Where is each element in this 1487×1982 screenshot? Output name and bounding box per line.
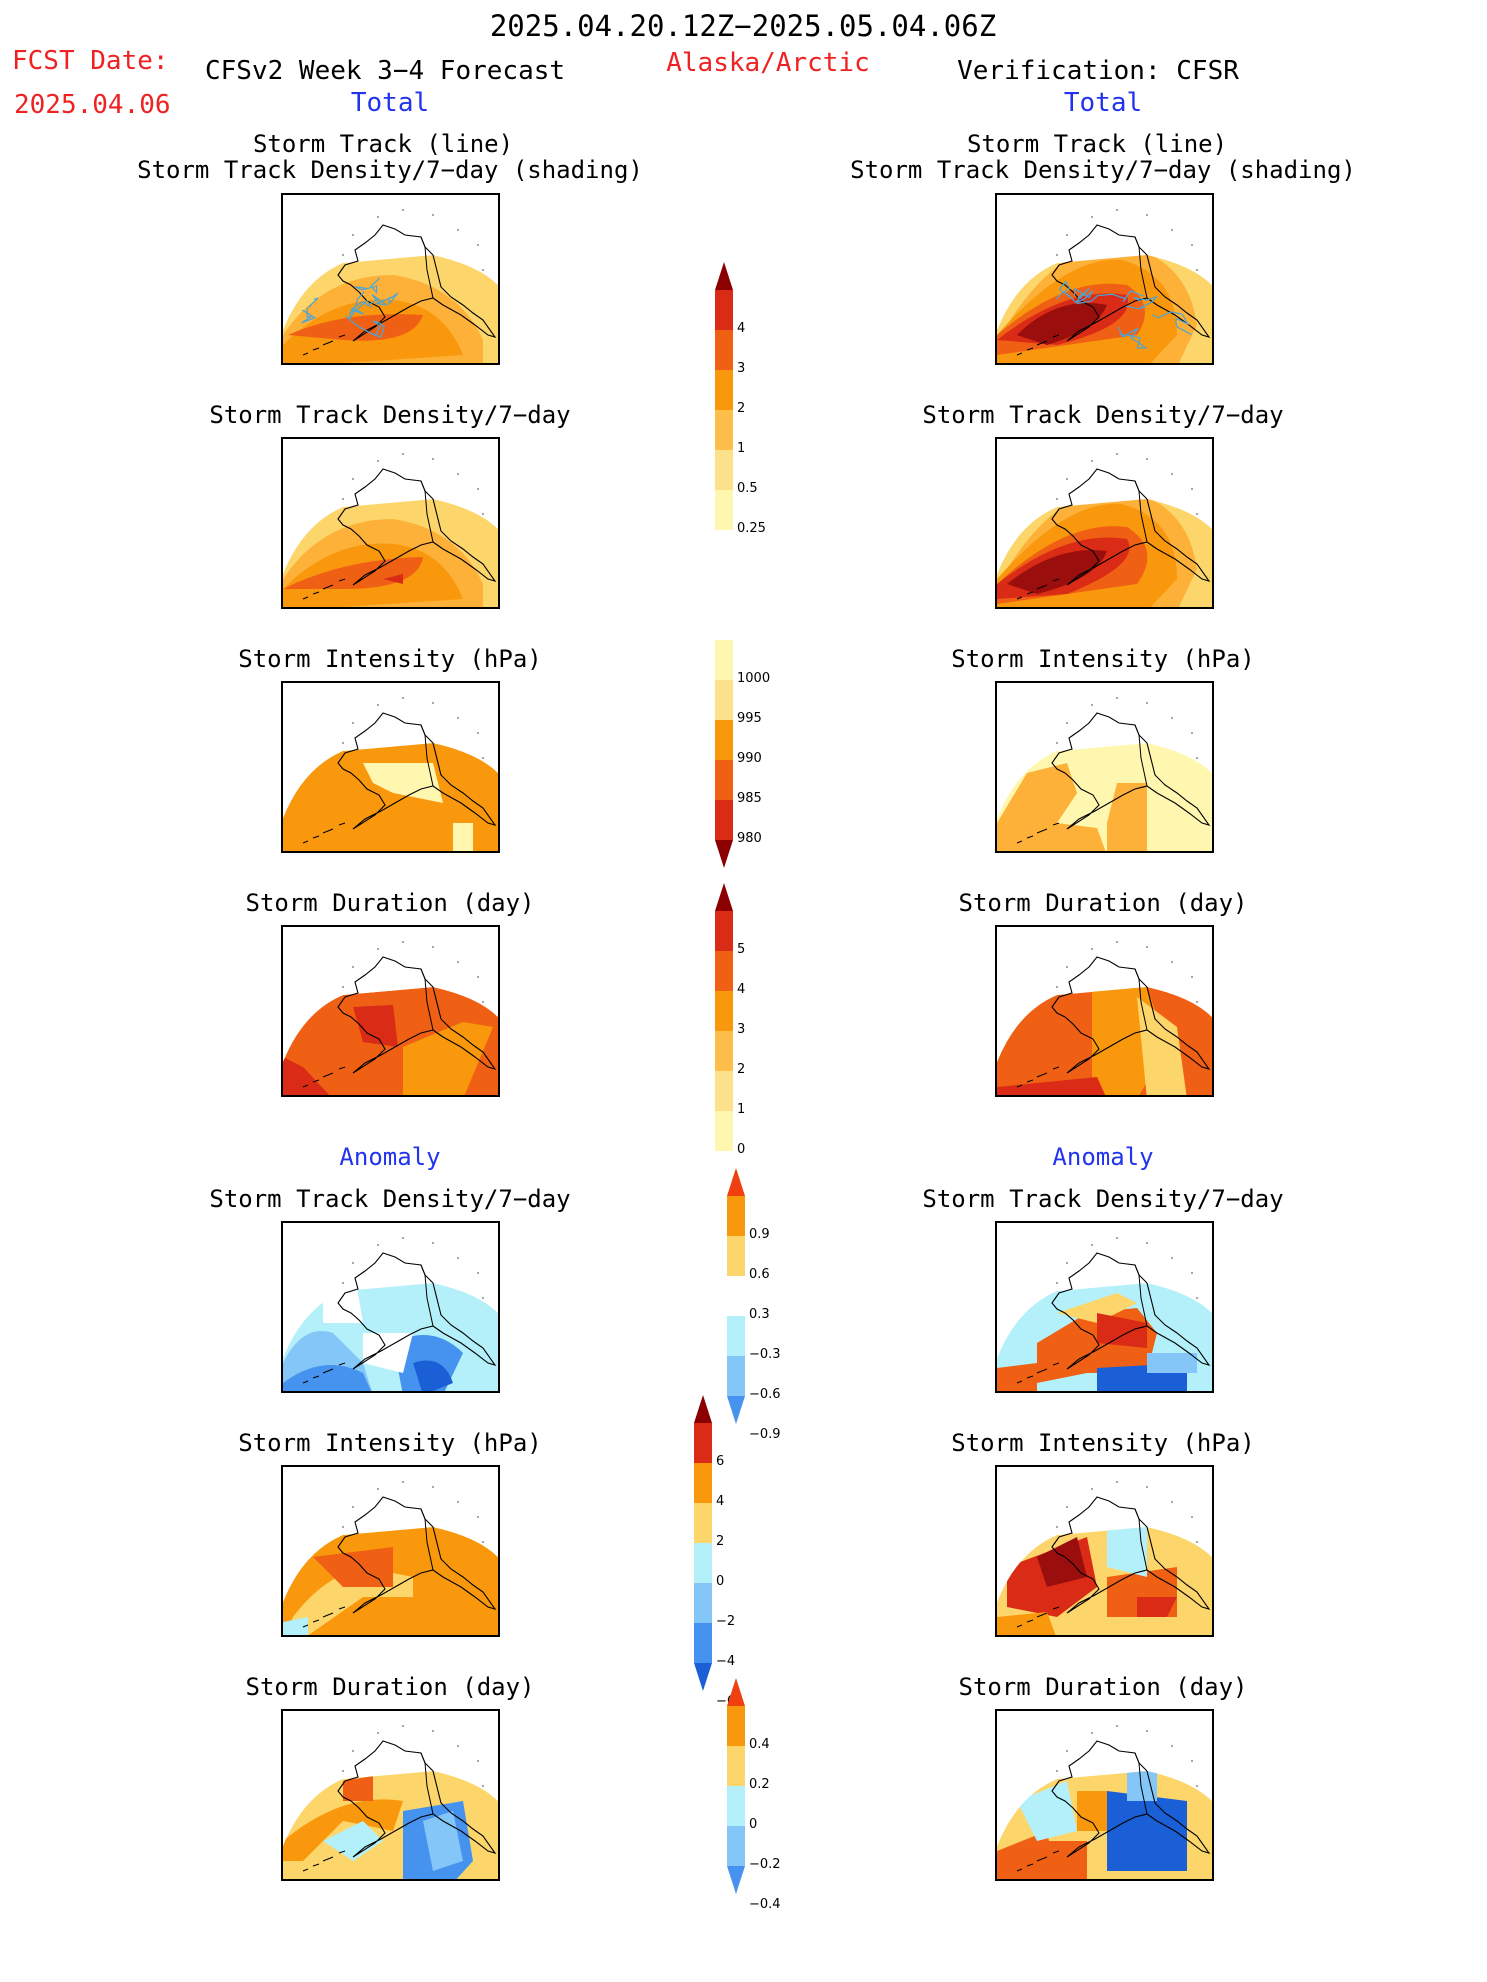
map-right-track-total [995,193,1214,365]
colorbar-tick-label: −0.4 [749,1897,781,1912]
density-anomaly-colorbar: 0.9 0.6 0.3 −0.3 −0.6 −0.9 [727,1168,817,1512]
map-right-density-anomaly [995,1221,1214,1393]
colorbar-tick-label: −0.6 [749,1387,781,1402]
colorbar-tick-label: 5 [737,942,746,957]
right-track-line-title: Storm Track (line) [966,130,1228,158]
colorbar-tick-label: 1 [737,1102,746,1117]
colorbar-tick-label: −4 [716,1654,736,1669]
colorbar-tick-label: 1000 [737,671,771,686]
colorbar-tick-label: 1 [737,441,746,456]
model-title: CFSv2 Week 3−4 Forecast [205,56,566,86]
colorbar-tick-label: 995 [737,711,762,726]
colorbar-tick-label: 0.5 [737,481,758,496]
colorbar-tick-label: 0.3 [749,1307,770,1322]
duration-anomaly-colorbar: 0.4 0.2 0 −0.2 −0.4 [727,1678,817,1982]
left-track-shading-title: Storm Track Density/7−day (shading) [137,156,643,184]
right-track-shading-title: Storm Track Density/7−day (shading) [850,156,1356,184]
anomaly-heading-left: Anomaly [339,1143,441,1171]
map-left-density-anomaly [281,1221,500,1393]
region-title: Alaska/Arctic [666,48,870,78]
duration-total-colorbar: 5 4 3 2 1 0 [715,883,805,1199]
map-left-track-total [281,193,500,365]
colorbar-tick-label: 4 [737,982,746,997]
fcst-date-value: 2025.04.06 [14,90,171,120]
colorbar-tick-label: 0 [737,1142,746,1157]
right-density-anom-title: Storm Track Density/7−day [922,1185,1284,1213]
left-intensity-anom-title: Storm Intensity (hPa) [238,1429,542,1457]
colorbar-tick-label: 0.2 [749,1777,770,1792]
total-heading-left: Total [350,88,430,118]
intensity-total-colorbar: 1000 995 990 985 980 [715,640,805,916]
colorbar-tick-label: 985 [737,791,762,806]
map-right-duration-total [995,925,1214,1097]
left-duration-title: Storm Duration (day) [245,889,535,917]
colorbar-tick-label: 4 [716,1494,725,1509]
colorbar-tick-label: 6 [716,1454,725,1469]
right-duration-title: Storm Duration (day) [958,889,1248,917]
colorbar-tick-label: −0.2 [749,1857,781,1872]
colorbar-tick-label: 3 [737,361,746,376]
map-right-density-total [995,437,1214,609]
colorbar-tick-label: −0.3 [749,1347,781,1362]
date-range-title: 2025.04.20.12Z−2025.05.04.06Z [489,9,997,43]
anomaly-heading-right: Anomaly [1052,1143,1154,1171]
map-left-density-total [281,437,500,609]
map-left-duration-total [281,925,500,1097]
left-track-line-title: Storm Track (line) [252,130,514,158]
colorbar-tick-label: 0.6 [749,1267,770,1282]
colorbar-tick-label: 0 [716,1574,725,1589]
left-intensity-title: Storm Intensity (hPa) [238,645,542,673]
map-left-duration-anomaly [281,1709,500,1881]
left-density-title: Storm Track Density/7−day [209,401,571,429]
colorbar-tick-label: 2 [716,1534,725,1549]
map-left-intensity-total [281,681,500,853]
right-duration-anom-title: Storm Duration (day) [958,1673,1248,1701]
colorbar-tick-label: 990 [737,751,762,766]
colorbar-tick-label: −0.9 [749,1427,781,1442]
right-intensity-anom-title: Storm Intensity (hPa) [951,1429,1255,1457]
colorbar-tick-label: −2 [716,1614,736,1629]
map-left-intensity-anomaly [281,1465,500,1637]
colorbar-tick-label: 0.4 [749,1737,770,1752]
colorbar-tick-label: 3 [737,1022,746,1037]
verification-title: Verification: CFSR [957,56,1239,86]
right-density-title: Storm Track Density/7−day [922,401,1284,429]
right-intensity-title: Storm Intensity (hPa) [951,645,1255,673]
left-duration-anom-title: Storm Duration (day) [245,1673,535,1701]
map-right-intensity-anomaly [995,1465,1214,1637]
colorbar-tick-label: 2 [737,1062,746,1077]
density-total-colorbar: 4 3 2 1 0.5 0.25 [715,262,805,578]
colorbar-tick-label: 0.25 [737,521,766,536]
colorbar-tick-label: 980 [737,831,762,846]
map-right-intensity-total [995,681,1214,853]
fcst-date-label: FCST Date: [12,46,169,76]
colorbar-tick-label: 0.9 [749,1227,770,1242]
colorbar-tick-label: 0 [749,1817,758,1832]
colorbar-tick-label: 2 [737,401,746,416]
map-right-duration-anomaly [995,1709,1214,1881]
total-heading-right: Total [1063,88,1143,118]
left-density-anom-title: Storm Track Density/7−day [209,1185,571,1213]
colorbar-tick-label: 4 [737,321,746,336]
